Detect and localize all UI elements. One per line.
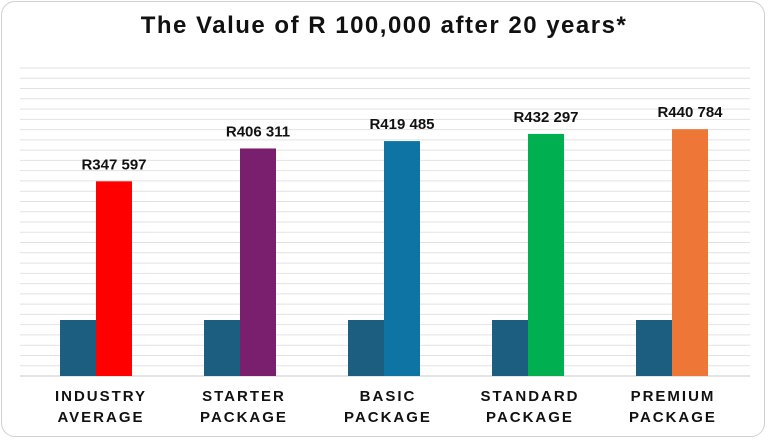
- category-label-line: AVERAGE: [57, 409, 145, 426]
- data-label: R347 597: [81, 156, 146, 173]
- category-label-line: PACKAGE: [200, 409, 288, 426]
- category-label-line: STARTER: [202, 388, 286, 405]
- data-label: R406 311: [226, 123, 290, 140]
- bars-group: [60, 129, 708, 376]
- bar-value-after-20-years: [384, 141, 420, 376]
- category-label-industry-average: INDUSTRY AVERAGE: [31, 386, 171, 428]
- data-labels-group: R347 597 R406 311 R419 485 R432 297 R440 784: [81, 104, 723, 173]
- category-label-line: PACKAGE: [344, 409, 432, 426]
- bar-initial-investment: [636, 320, 672, 376]
- category-label-basic-package: BASIC PACKAGE: [318, 386, 458, 428]
- data-label: R432 297: [513, 109, 578, 126]
- category-label-line: PACKAGE: [629, 409, 717, 426]
- data-label: R419 485: [369, 116, 434, 133]
- bar-initial-investment: [60, 320, 96, 376]
- category-label-line: INDUSTRY: [54, 388, 148, 405]
- bar-value-after-20-years: [528, 133, 564, 376]
- bar-initial-investment: [348, 320, 384, 376]
- bar-initial-investment: [492, 320, 528, 376]
- bar-value-after-20-years: [672, 129, 708, 376]
- category-label-line: STANDARD: [480, 388, 580, 405]
- category-label-line: PREMIUM: [630, 388, 716, 405]
- chart-title: The Value of R 100,000 after 20 years*: [140, 12, 628, 39]
- category-label-line: BASIC: [359, 388, 417, 405]
- category-label-line: PACKAGE: [486, 409, 574, 426]
- category-label-premium-package: PREMIUM PACKAGE: [603, 386, 743, 428]
- data-label: R440 784: [657, 104, 723, 121]
- bar-initial-investment: [204, 320, 240, 376]
- bar-value-after-20-years: [240, 148, 276, 376]
- category-label-starter-package: STARTER PACKAGE: [174, 386, 314, 428]
- bar-value-after-20-years: [96, 181, 132, 376]
- category-label-standard-package: STANDARD PACKAGE: [460, 386, 600, 428]
